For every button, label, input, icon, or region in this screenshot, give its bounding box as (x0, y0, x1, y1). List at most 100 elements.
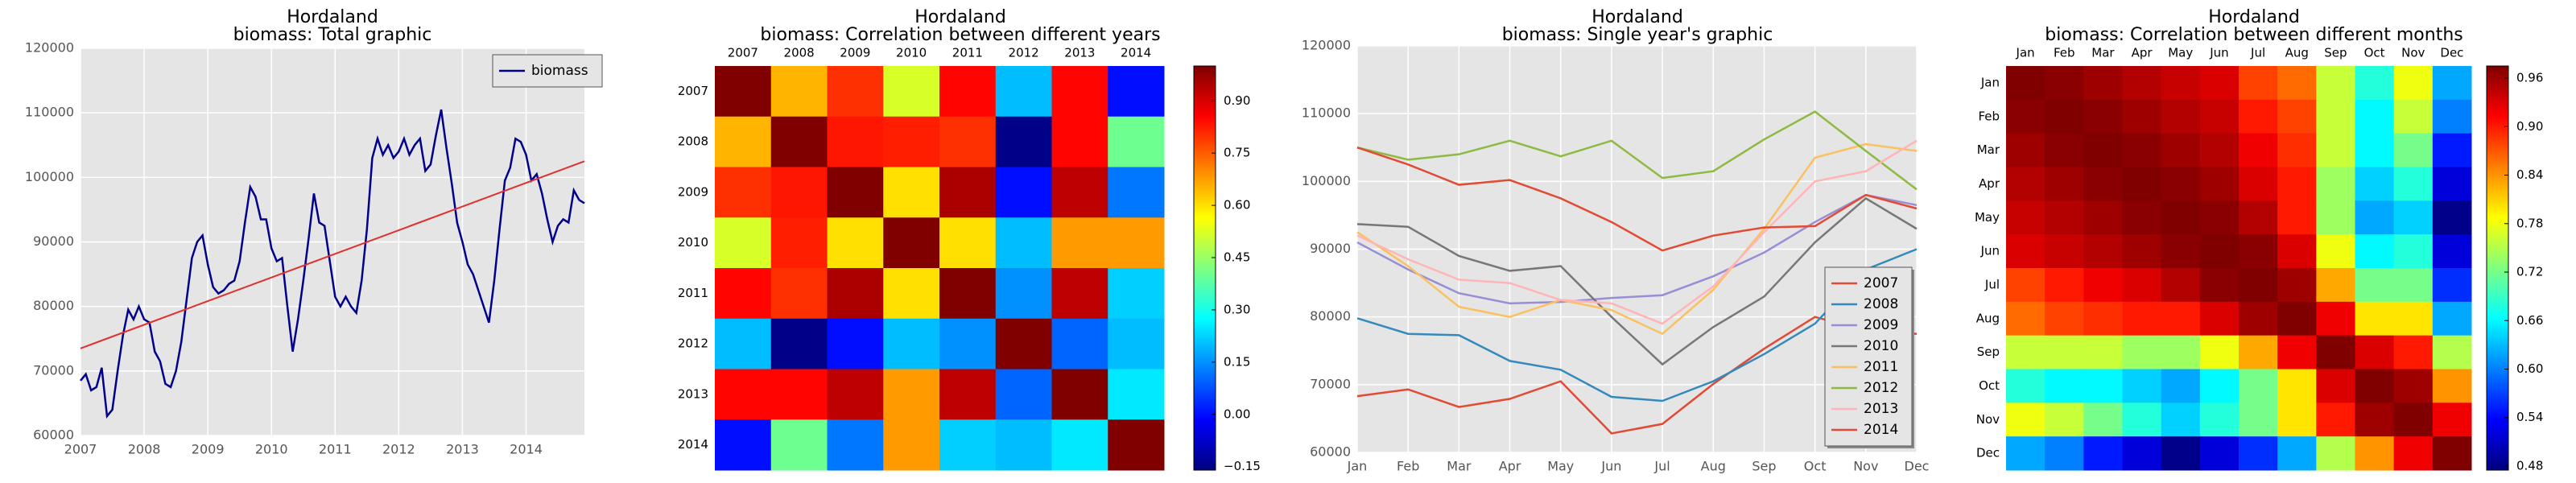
heatmap-cell (2239, 301, 2278, 336)
heatmap-cell (2045, 66, 2084, 101)
legend-label: 2007 (1864, 275, 1898, 291)
heatmap-cell (2393, 369, 2434, 403)
heatmap-cell (995, 268, 1052, 320)
y-tick-label: Aug (1976, 311, 2000, 325)
colorbar-tick-label: 0.00 (1224, 407, 1250, 421)
y-tick-label: 2014 (678, 437, 708, 452)
heatmap-cell (2161, 335, 2201, 369)
x-tick-label: Nov (1853, 459, 1878, 474)
heatmap-cell (1108, 369, 1165, 420)
heatmap-cell (2239, 200, 2278, 235)
x-tick-label: Jun (1600, 459, 1621, 474)
y-tick-label: Dec (1976, 446, 2000, 460)
heatmap-cell (2199, 335, 2240, 369)
heatmap-cell (883, 369, 940, 420)
heatmap-cell (2161, 133, 2201, 167)
heatmap-cell (2393, 436, 2434, 471)
heatmap-cell (2277, 436, 2317, 471)
colorbar-tick-label: 0.15 (1224, 354, 1250, 369)
heatmap-cell (1051, 369, 1108, 420)
y-tick-label: 90000 (1310, 241, 1351, 256)
heatmap-cell (2006, 99, 2046, 134)
x-tick-label: May (2168, 46, 2193, 60)
heatmap-cell (1051, 268, 1108, 320)
heatmap-cell (2355, 167, 2395, 201)
y-tick-label: 110000 (25, 105, 74, 120)
heatmap-cell (2355, 234, 2395, 269)
heatmap-cell (770, 167, 828, 218)
heatmap-cell (770, 217, 828, 269)
heatmap-cell (2355, 200, 2395, 235)
heatmap-cell (2432, 268, 2472, 303)
y-tick-label: 2009 (678, 184, 708, 199)
y-tick-label: 2008 (678, 134, 708, 149)
heatmap-cell (2355, 436, 2395, 471)
x-tick-label: 2014 (1121, 46, 1151, 60)
heatmap-cell (2393, 234, 2434, 269)
y-tick-label: 2007 (678, 84, 708, 98)
x-tick-label: 2013 (1064, 46, 1095, 60)
heatmap-cell (939, 217, 997, 269)
heatmap-cell (2277, 133, 2317, 167)
y-tick-label: 120000 (1302, 38, 1351, 53)
heatmap-cell (883, 419, 940, 471)
heatmap-cell (2239, 335, 2278, 369)
heatmap-cell (2393, 167, 2434, 201)
heatmap-cell (2277, 167, 2317, 201)
y-tick-label: 100000 (1302, 173, 1351, 188)
heatmap-cell (2006, 200, 2046, 235)
heatmap-cell (2277, 402, 2317, 437)
heatmap-cell (2432, 66, 2472, 101)
legend-label: 2009 (1864, 317, 1898, 333)
y-tick-label: 100000 (25, 169, 74, 184)
heatmap-cell (770, 66, 828, 118)
y-tick-label: Jan (1980, 75, 2000, 89)
x-tick-label: 2008 (128, 442, 161, 457)
heatmap-cell (2316, 200, 2355, 235)
heatmap-cell (2239, 167, 2278, 201)
heatmap-cell (2239, 402, 2278, 437)
heatmap-cell (2432, 167, 2472, 201)
heatmap-cell (2199, 369, 2240, 403)
colorbar-tick-label: 0.66 (2516, 313, 2543, 328)
x-tick-label: Jan (2016, 46, 2035, 60)
chart-title: Hordaland (2208, 7, 2300, 27)
y-tick-label: Feb (1978, 109, 2000, 123)
heatmap-cell (2161, 369, 2201, 403)
heatmap-cell (2277, 234, 2317, 269)
heatmap-cell (2122, 99, 2162, 134)
heatmap-cell (2045, 167, 2084, 201)
heatmap-cell (2161, 200, 2201, 235)
series-line (80, 109, 585, 419)
heatmap-cell (715, 167, 772, 218)
x-tick-label: Apr (1499, 459, 1521, 474)
heatmap-cell (2083, 268, 2123, 303)
heatmap-cell (2045, 335, 2084, 369)
heatmap-cell (939, 167, 997, 218)
heatmap-cell (939, 66, 997, 118)
colorbar-tick-label: 0.48 (2516, 458, 2543, 473)
heatmap-cell (2316, 66, 2355, 101)
series-line (1356, 142, 1918, 336)
heatmap-cell (2006, 335, 2046, 369)
heatmap-cell (883, 66, 940, 118)
colorbar-tick-label: 0.84 (2516, 167, 2543, 182)
heatmap-cell (2355, 268, 2395, 303)
heatmap-cell (995, 217, 1052, 269)
heatmap-cell (1051, 116, 1108, 167)
heatmap-cell (715, 268, 772, 320)
heatmap-cell (1108, 116, 1165, 167)
heatmap-cell (2122, 335, 2162, 369)
heatmap-cell (2239, 234, 2278, 269)
colorbar (1193, 65, 1216, 471)
heatmap-cell (2006, 133, 2046, 167)
heatmap-cell (2199, 167, 2240, 201)
heatmap-cell (2083, 436, 2123, 471)
heatmap-cell (2083, 66, 2123, 101)
legend-label: 2008 (1864, 296, 1898, 312)
heatmap-cell (2083, 167, 2123, 201)
heatmap-cell (2432, 133, 2472, 167)
heatmap-cell (2161, 167, 2201, 201)
heatmap-cell (2316, 167, 2355, 201)
heatmap-cell (2393, 99, 2434, 134)
